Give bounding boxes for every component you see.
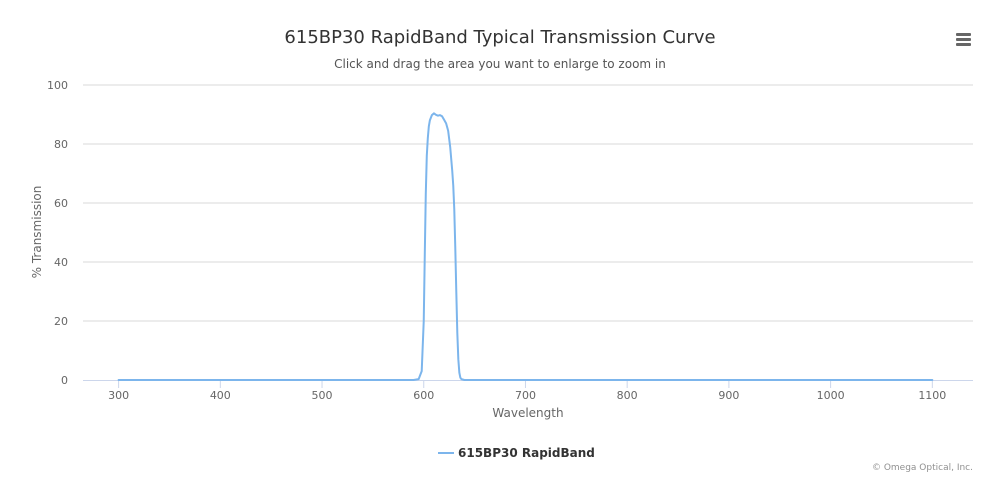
chart-subtitle: Click and drag the area you want to enla… (334, 57, 666, 71)
menu-bar-top (956, 33, 971, 36)
y-axis-title: % Transmission (30, 186, 44, 279)
legend[interactable]: 615BP30 RapidBand (438, 446, 595, 460)
x-tick-label-600: 600 (413, 389, 434, 402)
x-tick-label-400: 400 (210, 389, 231, 402)
menu-bar-bottom (956, 43, 971, 46)
credits[interactable]: © Omega Optical, Inc. (872, 463, 973, 473)
y-tick-label-80: 80 (54, 138, 68, 151)
x-tick-label-900: 900 (718, 389, 739, 402)
x-tick-label-500: 500 (312, 389, 333, 402)
x-axis-title: Wavelength (492, 406, 563, 420)
chart-title: 615BP30 RapidBand Typical Transmission C… (284, 27, 715, 48)
x-tick-label-800: 800 (617, 389, 638, 402)
series-group[interactable] (117, 112, 934, 381)
y-tick-label-100: 100 (47, 79, 68, 92)
x-tick-label-1000: 1000 (817, 389, 845, 402)
y-gridlines (83, 84, 973, 322)
menu-bar-middle (956, 38, 971, 41)
x-tick-label-700: 700 (515, 389, 536, 402)
y-tick-label-0: 0 (61, 374, 68, 387)
y-axis-ticks: 0 20 40 60 80 100 (47, 79, 68, 387)
y-tick-label-40: 40 (54, 256, 68, 269)
y-tick-label-60: 60 (54, 197, 68, 210)
x-axis-ticks: 300 400 500 600 700 800 900 1000 1100 (108, 380, 946, 402)
legend-item-615bp30-rapidband[interactable]: 615BP30 RapidBand (458, 446, 595, 460)
x-tick-label-1100: 1100 (918, 389, 946, 402)
series-line-0[interactable] (117, 112, 934, 381)
x-tick-label-300: 300 (108, 389, 129, 402)
y-tick-label-20: 20 (54, 315, 68, 328)
hamburger-menu-icon[interactable] (950, 28, 978, 52)
